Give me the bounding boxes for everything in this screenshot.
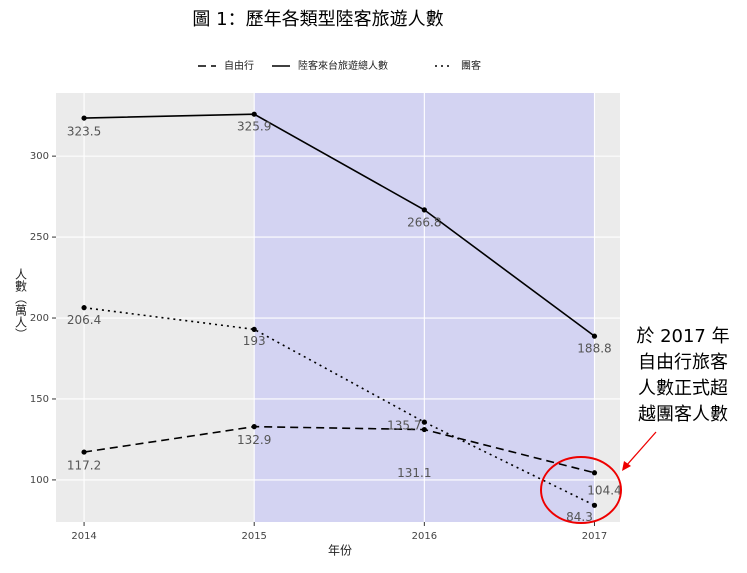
- chart-title: 圖 1：歷年各類型陸客旅遊人數: [192, 9, 443, 30]
- data-label: 131.1: [397, 466, 431, 480]
- point: [421, 419, 427, 425]
- point: [591, 470, 598, 476]
- data-label: 117.2: [67, 459, 101, 473]
- y-tick-label: 250: [30, 232, 49, 243]
- point: [251, 326, 257, 332]
- data-label: 188.8: [577, 342, 611, 356]
- data-label: 193: [243, 334, 266, 348]
- x-tick-label: 2017: [582, 531, 607, 542]
- data-label: 206.4: [67, 313, 101, 327]
- data-label: 84.3: [566, 510, 593, 524]
- point: [421, 426, 427, 433]
- point: [81, 115, 87, 121]
- point: [421, 207, 427, 213]
- point: [251, 111, 257, 117]
- point: [81, 305, 87, 311]
- annotation: 人數正式超: [638, 378, 728, 399]
- legend-label: 自由行: [224, 59, 254, 72]
- point: [591, 502, 598, 508]
- x-tick-label: 2015: [241, 531, 266, 542]
- legend-label: 團客: [461, 59, 481, 72]
- data-label: 323.5: [67, 125, 101, 139]
- data-label: 132.9: [237, 433, 271, 447]
- arrow-head: [622, 461, 631, 471]
- y-tick-label: 100: [30, 475, 49, 486]
- series-line: [83, 306, 595, 507]
- data-label: 266.8: [407, 215, 441, 229]
- annotation: 於 2017 年: [636, 326, 729, 347]
- series-line: [84, 113, 595, 337]
- data-label: 104.4: [587, 483, 621, 497]
- data-label: 325.9: [237, 120, 271, 134]
- y-axis-label: 人數（萬人）: [14, 268, 28, 340]
- x-axis-label: 年份: [328, 544, 352, 558]
- annotation: 自由行旅客: [638, 352, 728, 373]
- y-tick-label: 300: [30, 151, 49, 162]
- arrow: [625, 431, 657, 467]
- point: [81, 449, 87, 455]
- point: [251, 424, 257, 430]
- x-tick-label: 2016: [412, 531, 437, 542]
- y-tick-label: 150: [30, 394, 49, 405]
- point: [591, 333, 598, 339]
- legend-label: 陸客來台旅遊總人數: [298, 59, 388, 72]
- series-line: [83, 425, 595, 474]
- highlight-circle: [540, 456, 622, 524]
- data-label: 135.7: [387, 419, 421, 433]
- annotation: 越團客人數: [638, 404, 728, 425]
- y-tick-label: 200: [30, 313, 49, 324]
- x-tick-label: 2014: [71, 531, 96, 542]
